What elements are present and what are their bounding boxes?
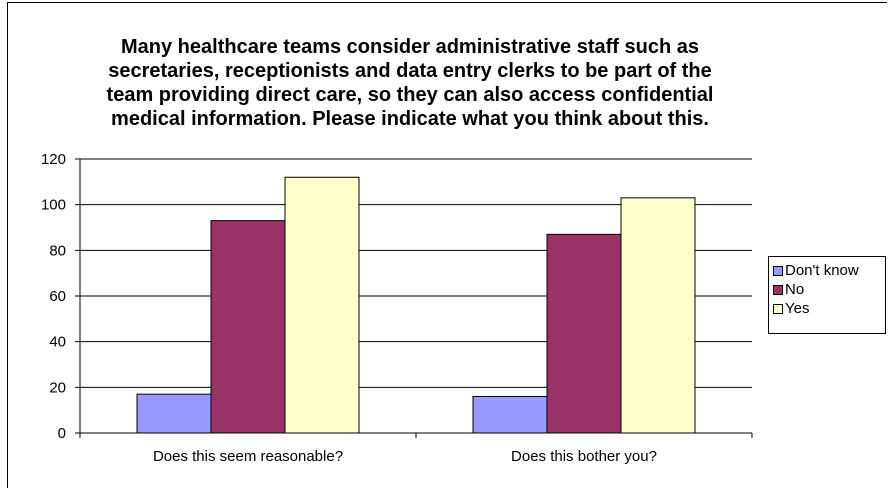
chart-legend: Don't know No Yes — [768, 256, 886, 334]
y-tick-label: 20 — [49, 379, 66, 396]
bar-dont-know — [472, 395, 548, 434]
y-tick-label: 120 — [41, 151, 66, 168]
bar-dont-know — [136, 393, 212, 434]
y-tick-label: 60 — [49, 288, 66, 305]
legend-label: Yes — [785, 300, 810, 317]
x-tick-label: Does this seem reasonable? — [153, 448, 343, 465]
legend-item-yes: Yes — [773, 299, 885, 318]
legend-swatch — [773, 303, 783, 314]
y-tick-label: 0 — [58, 425, 66, 442]
chart-title: Many healthcare teams consider administr… — [106, 36, 714, 130]
bar-no — [546, 233, 622, 434]
bar-yes — [620, 197, 696, 434]
y-tick-label: 40 — [49, 334, 66, 351]
legend-swatch — [773, 265, 783, 276]
bar-yes — [284, 176, 360, 434]
legend-label: No — [785, 281, 805, 298]
y-tick-label: 100 — [41, 197, 66, 214]
bar-no — [210, 220, 286, 434]
legend-item-no: No — [773, 280, 885, 299]
y-tick-label: 80 — [49, 242, 66, 259]
legend-label: Don't know — [785, 262, 859, 279]
x-tick-label: Does this bother you? — [511, 448, 657, 465]
legend-swatch — [773, 284, 783, 295]
legend-item-dont-know: Don't know — [773, 261, 885, 280]
